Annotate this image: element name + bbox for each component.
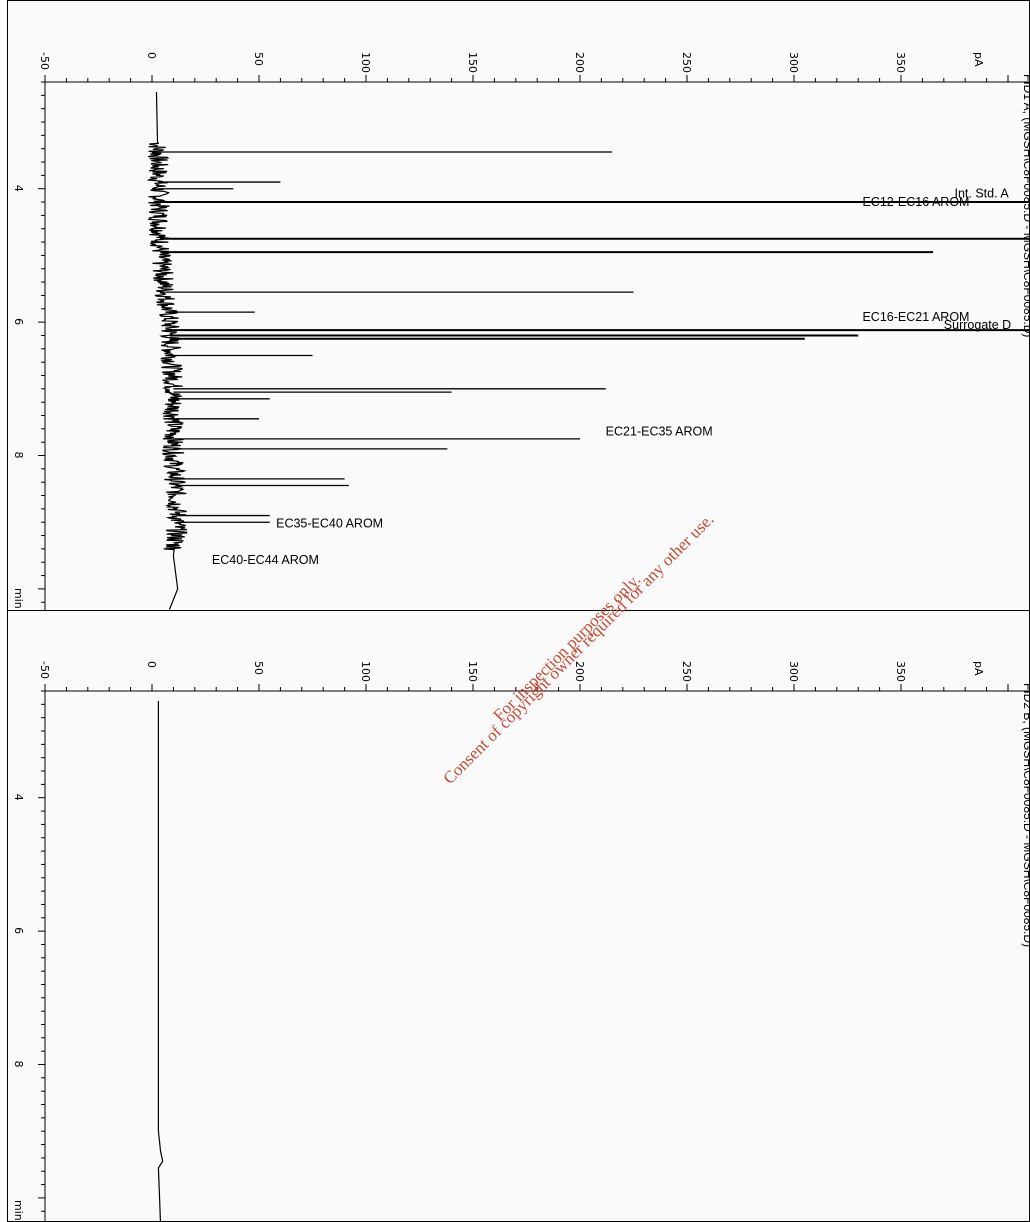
pa-tick-label: 50 <box>252 52 265 66</box>
pa-tick-label: 150 <box>466 52 479 73</box>
pa-tick-label: 200 <box>573 661 586 682</box>
pa-unit-label: pA <box>972 661 985 676</box>
time-tick-label: 6 <box>12 318 25 325</box>
fid1-chromatogram-panel: -50 0 50 100 150 200 250 300 350 pA 4 6 8 min FID1 A, … <box>12 52 1030 610</box>
pa-tick-label: 250 <box>680 661 693 682</box>
peak-annotation: EC35-EC40 AROM <box>276 517 383 531</box>
watermark: For inspection purposes only. Consent of… <box>439 510 717 788</box>
pa-tick-label: -50 <box>38 661 51 679</box>
peak-annotation: Int. Std. A <box>955 186 1010 200</box>
pa-unit-label: pA <box>972 52 985 67</box>
time-tick-label: 8 <box>12 1061 25 1068</box>
pa-tick-label: 250 <box>680 52 693 73</box>
pa-tick-label: 200 <box>573 52 586 73</box>
peak-annotation: EC21-EC35 AROM <box>606 425 713 439</box>
pa-tick-label: 50 <box>252 661 265 675</box>
baseline-trace <box>157 701 164 1222</box>
pa-tick-label: 350 <box>894 52 907 73</box>
time-tick-label: 4 <box>12 794 25 801</box>
peak-annotation: EC40-EC44 AROM <box>212 553 319 567</box>
pa-tick-label: 300 <box>787 52 800 73</box>
peak-annotation: EC16-EC21 AROM <box>862 310 969 324</box>
watermark-line-2: Consent of copyright owner required for … <box>439 510 717 788</box>
time-tick-label: 4 <box>12 185 25 192</box>
time-unit-label: min <box>12 1200 25 1221</box>
pa-tick-label: 300 <box>787 661 800 682</box>
signal-header-label: FID1 A, (MGSH\C8F0085.D - MGSH\C8F0085.D… <box>1021 74 1030 337</box>
pa-tick-label: 100 <box>359 52 372 73</box>
peak-annotation: Surrogate D <box>944 318 1011 332</box>
baseline-trace <box>146 92 188 610</box>
pa-tick-label: 350 <box>894 661 907 682</box>
pa-tick-label: 100 <box>359 661 372 682</box>
pa-tick-label: 0 <box>145 52 158 59</box>
pa-tick-label: -50 <box>38 52 51 70</box>
pa-tick-label: 150 <box>466 661 479 682</box>
time-tick-label: 8 <box>12 452 25 459</box>
peak-annotation: EC12-EC16 AROM <box>862 195 969 209</box>
time-tick-label: 6 <box>12 927 25 934</box>
time-unit-label: min <box>12 588 25 609</box>
pa-tick-label: 0 <box>145 661 158 668</box>
fid2-chromatogram-panel: -50 0 50 100 150 200 250 300 350 pA 4 6 8 min FID2 B, … <box>12 661 1030 1222</box>
signal-header-label: FID2 B, (MGSH\C8F0085.D - MGSH\C8F0085.D… <box>1021 683 1030 947</box>
